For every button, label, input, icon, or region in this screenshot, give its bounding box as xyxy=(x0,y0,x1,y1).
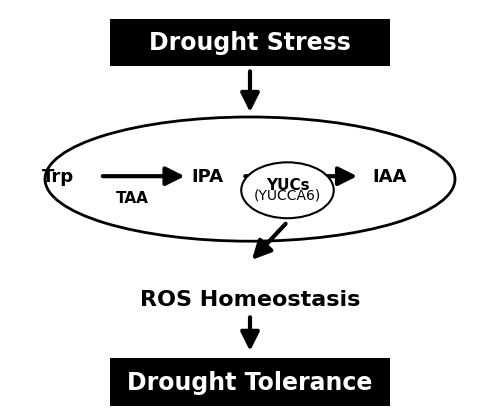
Text: IPA: IPA xyxy=(192,168,224,186)
Text: (YUCCA6): (YUCCA6) xyxy=(254,188,321,202)
Text: Trp: Trp xyxy=(42,168,74,186)
Text: Drought Stress: Drought Stress xyxy=(149,31,351,55)
Text: Drought Tolerance: Drought Tolerance xyxy=(128,370,372,394)
Ellipse shape xyxy=(241,163,334,219)
Text: TAA: TAA xyxy=(116,191,149,206)
FancyBboxPatch shape xyxy=(110,358,390,406)
Text: ROS Homeostasis: ROS Homeostasis xyxy=(140,290,360,309)
Text: YUCs: YUCs xyxy=(266,177,310,192)
Text: IAA: IAA xyxy=(373,168,407,186)
FancyBboxPatch shape xyxy=(110,19,390,67)
